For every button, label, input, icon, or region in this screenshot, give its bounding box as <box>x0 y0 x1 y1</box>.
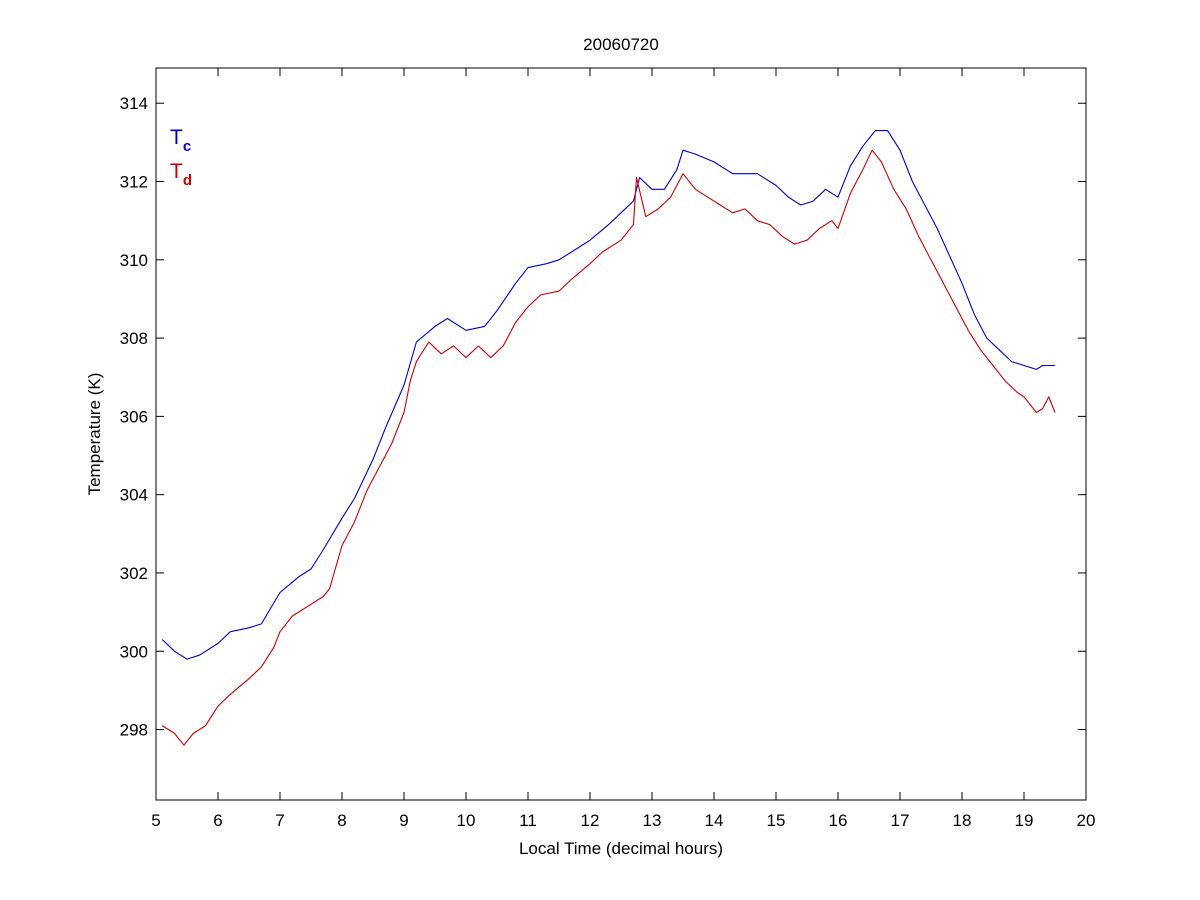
series-line-td <box>161 149 1056 746</box>
y-tick-label: 312 <box>120 173 148 192</box>
y-tick-label: 308 <box>120 329 148 348</box>
legend-tc-main: T <box>170 126 183 149</box>
y-tick-label: 314 <box>120 94 148 113</box>
x-tick-label: 15 <box>767 811 786 830</box>
legend: Tc Td <box>170 126 192 189</box>
legend-tc-sub: c <box>183 138 191 155</box>
x-tick-label: 16 <box>829 811 848 830</box>
svg-text:Td: Td <box>170 160 192 189</box>
series-layer <box>161 130 1056 746</box>
legend-td-sub: d <box>183 172 192 189</box>
legend-entry-tc: Tc <box>170 126 191 155</box>
x-tick-label: 20 <box>1077 811 1096 830</box>
legend-td-main: T <box>170 160 183 183</box>
y-tick-label: 302 <box>120 564 148 583</box>
x-tick-label: 19 <box>1015 811 1034 830</box>
legend-entry-td: Td <box>170 160 192 189</box>
x-axis-label: Local Time (decimal hours) <box>519 839 723 858</box>
y-tick-label: 298 <box>120 721 148 740</box>
y-tick-label: 300 <box>120 642 148 661</box>
x-tick-label: 10 <box>457 811 476 830</box>
x-axis-ticks: 5 6 7 8 9 10 11 12 13 14 15 16 17 18 19 20 <box>151 68 1095 830</box>
plot-area <box>155 67 1087 801</box>
svg-text:Tc: Tc <box>170 126 191 155</box>
chart-title: 20060720 <box>583 35 659 54</box>
x-tick-label: 5 <box>151 811 160 830</box>
x-tick-label: 9 <box>399 811 408 830</box>
x-tick-label: 11 <box>519 811 537 830</box>
x-tick-label: 18 <box>953 811 972 830</box>
y-tick-label: 304 <box>120 486 148 505</box>
x-tick-label: 7 <box>275 811 284 830</box>
x-tick-label: 8 <box>337 811 346 830</box>
x-tick-label: 14 <box>705 811 724 830</box>
y-axis-label: Temperature (K) <box>85 373 104 496</box>
x-tick-label: 6 <box>213 811 222 830</box>
series-line-tc <box>161 130 1055 660</box>
y-tick-label: 310 <box>120 251 148 270</box>
x-tick-label: 17 <box>891 811 910 830</box>
y-axis-ticks: 298 300 302 304 306 308 310 312 314 <box>120 94 1086 740</box>
x-tick-label: 12 <box>581 811 600 830</box>
x-tick-label: 13 <box>643 811 662 830</box>
y-tick-label: 306 <box>120 407 148 426</box>
